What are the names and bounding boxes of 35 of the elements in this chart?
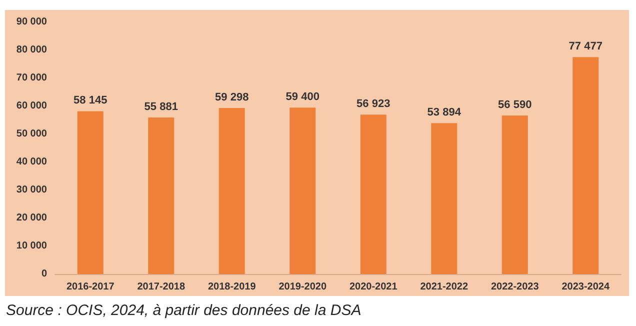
source-note: Source : OCIS, 2024, à partir des données de la DSA xyxy=(6,302,362,319)
data-label: 59 400 xyxy=(286,91,320,104)
bar xyxy=(290,108,316,274)
y-tick-label: 90 000 xyxy=(16,16,48,28)
x-tick-label: 2016-2017 xyxy=(66,282,115,292)
x-tick-label: 2021-2022 xyxy=(420,282,468,292)
y-tick-label: 80 000 xyxy=(16,44,48,56)
x-tick-label: 2022-2023 xyxy=(490,282,540,292)
data-label: 55 881 xyxy=(144,101,178,114)
bar xyxy=(148,118,174,274)
x-tick-label: 2017-2018 xyxy=(137,282,186,292)
bar xyxy=(218,108,245,274)
x-tick-label: 2018-2019 xyxy=(208,282,256,292)
x-tick-label: 2019-2020 xyxy=(278,282,327,292)
bar xyxy=(502,116,528,274)
data-label: 53 894 xyxy=(427,106,462,119)
data-label: 77 477 xyxy=(568,40,602,53)
y-tick-label: 10 000 xyxy=(16,240,48,252)
y-tick-label: 60 000 xyxy=(16,100,48,112)
bar xyxy=(572,57,599,274)
x-tick-label: 2023-2024 xyxy=(562,282,610,292)
y-tick-label: 50 000 xyxy=(16,128,48,140)
y-tick-label: 40 000 xyxy=(16,156,48,168)
data-label: 56 590 xyxy=(498,99,532,112)
y-tick-label: 20 000 xyxy=(16,212,48,224)
bar xyxy=(360,114,386,274)
x-tick-label: 2020-2021 xyxy=(349,282,398,292)
bar xyxy=(77,111,104,274)
y-tick-label: 0 xyxy=(41,268,48,280)
y-tick-label: 70 000 xyxy=(16,72,48,84)
data-label: 58 145 xyxy=(74,94,108,107)
bar xyxy=(431,123,458,274)
data-label: 59 298 xyxy=(215,91,249,104)
data-label: 56 923 xyxy=(356,98,390,110)
y-tick-label: 30 000 xyxy=(16,184,48,196)
